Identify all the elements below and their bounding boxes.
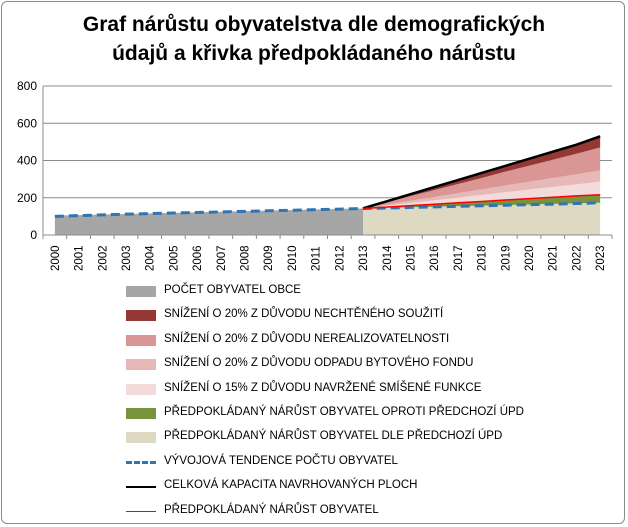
legend-item: VÝVOJOVÁ TENDENCE POČTU OBYVATEL: [126, 453, 616, 473]
x-tick-label: 2004: [145, 245, 157, 271]
x-tick-label: 2022: [571, 245, 583, 271]
legend-symbol: [126, 432, 156, 444]
legend-symbol: [126, 286, 156, 297]
line-celkova-kapacita-navrhovanych-ploch: [362, 135, 601, 210]
legend-label: PŘEDPOKLÁDANÝ NÁRŮST OBYVATEL: [164, 503, 379, 516]
legend-item: PŘEDPOKLÁDANÝ NÁRŮST OBYVATEL: [126, 502, 616, 522]
x-tick-label: 2009: [263, 245, 275, 271]
y-tick-label: 200: [17, 191, 37, 205]
area-predpokladany-narust-obyvatel-dle-predchozi-upd: [363, 202, 601, 235]
legend-label: SNÍŽENÍ O 20% Z DŮVODU NEREALIZOVATELNOS…: [164, 332, 450, 345]
legend-item: SNÍŽENÍ O 20% Z DŮVODU ODPADU BYTOVÉHO F…: [126, 355, 616, 375]
y-tick-label: 600: [17, 116, 37, 130]
legend-symbol: [126, 408, 156, 419]
chart-title: Graf nárůstu obyvatelstva dle demografic…: [0, 10, 628, 68]
x-tick-label: 2013: [358, 245, 370, 271]
x-tick-label: 2016: [429, 245, 441, 271]
legend-item: PŘEDPOKLÁDANÝ NÁRŮST OBYVATEL OPROTI PŘE…: [126, 404, 616, 424]
x-tick-label: 2000: [50, 245, 62, 271]
y-tick-label: 800: [17, 79, 37, 93]
y-tick-label: 0: [30, 228, 37, 242]
y-tick-label: 400: [17, 154, 37, 168]
legend-label: PŘEDPOKLÁDANÝ NÁRŮST OBYVATEL OPROTI PŘE…: [164, 406, 524, 418]
legend-symbol: [126, 359, 156, 371]
legend-label: CELKOVÁ KAPACITA NAVRHOVANÝCH PLOCH: [164, 479, 418, 492]
legend-symbol: [126, 510, 156, 512]
legend-label: VÝVOJOVÁ TENDENCE POČTU OBYVATEL: [164, 454, 398, 467]
legend-symbol: [126, 310, 156, 322]
x-tick-label: 2008: [240, 245, 252, 271]
x-tick-label: 2021: [548, 245, 560, 271]
x-tick-label: 2019: [500, 245, 512, 271]
legend-item: CELKOVÁ KAPACITA NAVRHOVANÝCH PLOCH: [126, 477, 616, 497]
legend-symbol: [126, 485, 156, 488]
legend-item: SNÍŽENÍ O 20% Z DŮVODU NECHTĚNÉHO SOUŽIT…: [126, 306, 616, 326]
x-tick-label: 2012: [334, 245, 346, 271]
line-predpokladany-narust-obyvatel: [363, 194, 601, 210]
x-tick-label: 2014: [382, 245, 394, 271]
legend-label: POČET OBYVATEL OBCE: [164, 284, 301, 296]
x-tick-label: 2005: [168, 245, 180, 271]
legend-label: SNÍŽENÍ O 15% Z DŮVODU NAVRŽENÉ SMÍŠENÉ …: [164, 381, 482, 394]
x-tick-label: 2018: [477, 245, 489, 271]
x-tick-label: 2011: [311, 246, 323, 271]
legend-symbol: [126, 334, 156, 346]
chart-title-line-2: údajů a křivka předpokládaného nárůstu: [112, 42, 516, 65]
x-tick-label: 2007: [216, 245, 228, 271]
legend-symbol: [126, 461, 156, 465]
legend-label: PŘEDPOKLÁDANÝ NÁRŮST OBYVATEL DLE PŘEDCH…: [164, 430, 503, 443]
x-tick-label: 2002: [97, 245, 109, 271]
x-tick-label: 2020: [524, 245, 536, 271]
legend-item: PŘEDPOKLÁDANÝ NÁRŮST OBYVATEL DLE PŘEDCH…: [126, 428, 616, 448]
x-tick-label: 2003: [121, 245, 133, 271]
line-vyvojova-tendence-poctu-obyvatel: [54, 201, 601, 218]
legend-item: POČET OBYVATEL OBCE: [126, 282, 616, 302]
legend-label: SNÍŽENÍ O 20% Z DŮVODU ODPADU BYTOVÉHO F…: [164, 357, 474, 370]
x-tick-label: 2023: [595, 245, 607, 271]
legend-label: SNÍŽENÍ O 20% Z DŮVODU NECHTĚNÉHO SOUŽIT…: [164, 308, 444, 321]
legend-item: SNÍŽENÍ O 15% Z DŮVODU NAVRŽENÉ SMÍŠENÉ …: [126, 380, 616, 400]
x-tick-label: 2006: [192, 245, 204, 271]
x-tick-label: 2015: [405, 245, 417, 271]
area-snizeni-o-20-z-duvodu-nerealizovatelnosti: [363, 147, 601, 209]
legend-item: SNÍŽENÍ O 20% Z DŮVODU NEREALIZOVATELNOS…: [126, 331, 616, 351]
x-tick-label: 2001: [74, 245, 86, 271]
legend-symbol: [126, 383, 156, 395]
x-tick-label: 2010: [287, 245, 299, 271]
chart-plot: 0 200 400 600 800 2000 2001 2002 2003 2004 2005 200…: [17, 79, 613, 271]
chart-title-line-1: Graf nárůstu obyvatelstva dle demografic…: [82, 13, 546, 36]
x-tick-label: 2017: [453, 245, 465, 271]
